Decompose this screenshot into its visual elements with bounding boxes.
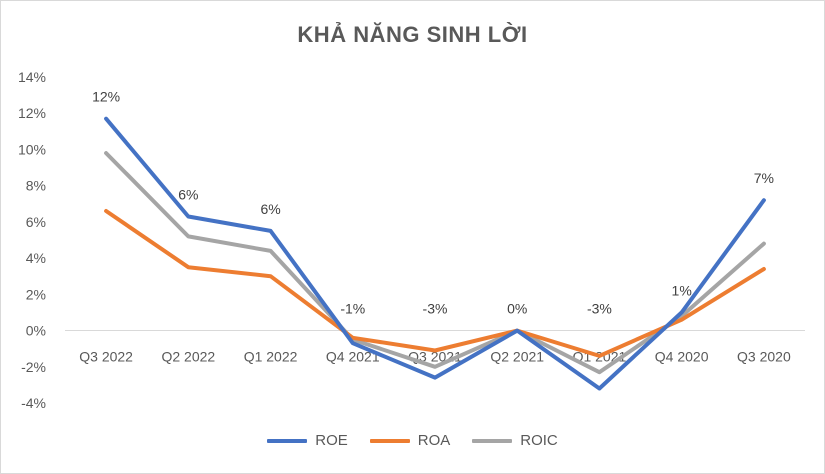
data-label-roe: 7% — [754, 170, 774, 186]
x-tick-label: Q4 2021 — [326, 349, 380, 365]
y-tick-label: 0% — [26, 323, 46, 339]
y-tick-label: 4% — [26, 250, 46, 266]
legend-item-roa: ROA — [369, 432, 451, 449]
x-tick-label: Q1 2022 — [244, 349, 298, 365]
legend-swatch — [267, 438, 308, 443]
series-line-roa — [104, 209, 766, 358]
legend-label: ROIC — [520, 432, 558, 449]
data-label-roe: 0% — [507, 301, 527, 317]
data-label-roe: 1% — [672, 282, 692, 298]
x-tick-label: Q3 2020 — [737, 349, 791, 365]
y-tick-label: -4% — [21, 395, 46, 411]
legend-swatch — [472, 438, 513, 443]
chart-legend: ROE ROA ROIC — [0, 432, 825, 449]
data-label-roe: -3% — [423, 301, 448, 317]
y-tick-label: 2% — [26, 286, 46, 302]
data-label-roe: 6% — [178, 186, 198, 202]
y-tick-label: 14% — [18, 69, 46, 85]
data-label-roe: 12% — [92, 89, 120, 105]
x-tick-label: Q2 2022 — [161, 349, 215, 365]
data-label-roe: -1% — [340, 301, 365, 317]
y-tick-label: 10% — [18, 141, 46, 157]
x-tick-label: Q4 2020 — [655, 349, 709, 365]
y-tick-label: 6% — [26, 214, 46, 230]
legend-swatch — [369, 438, 410, 443]
chart-title: KHẢ NĂNG SINH LỜI — [297, 22, 528, 47]
y-tick-label: 8% — [26, 178, 46, 194]
y-tick-label: -2% — [21, 359, 46, 375]
legend-label: ROA — [417, 432, 451, 449]
legend-item-roic: ROIC — [472, 432, 558, 449]
legend-label: ROE — [315, 432, 348, 449]
x-tick-label: Q3 2022 — [79, 349, 133, 365]
series-line-roe — [104, 116, 766, 391]
x-tick-label: Q2 2021 — [490, 349, 544, 365]
legend-item-roe: ROE — [267, 432, 348, 449]
data-label-roe: 6% — [260, 201, 280, 217]
series-line-roic — [104, 151, 766, 375]
data-label-roe: -3% — [587, 301, 612, 317]
y-tick-label: 12% — [18, 105, 46, 121]
